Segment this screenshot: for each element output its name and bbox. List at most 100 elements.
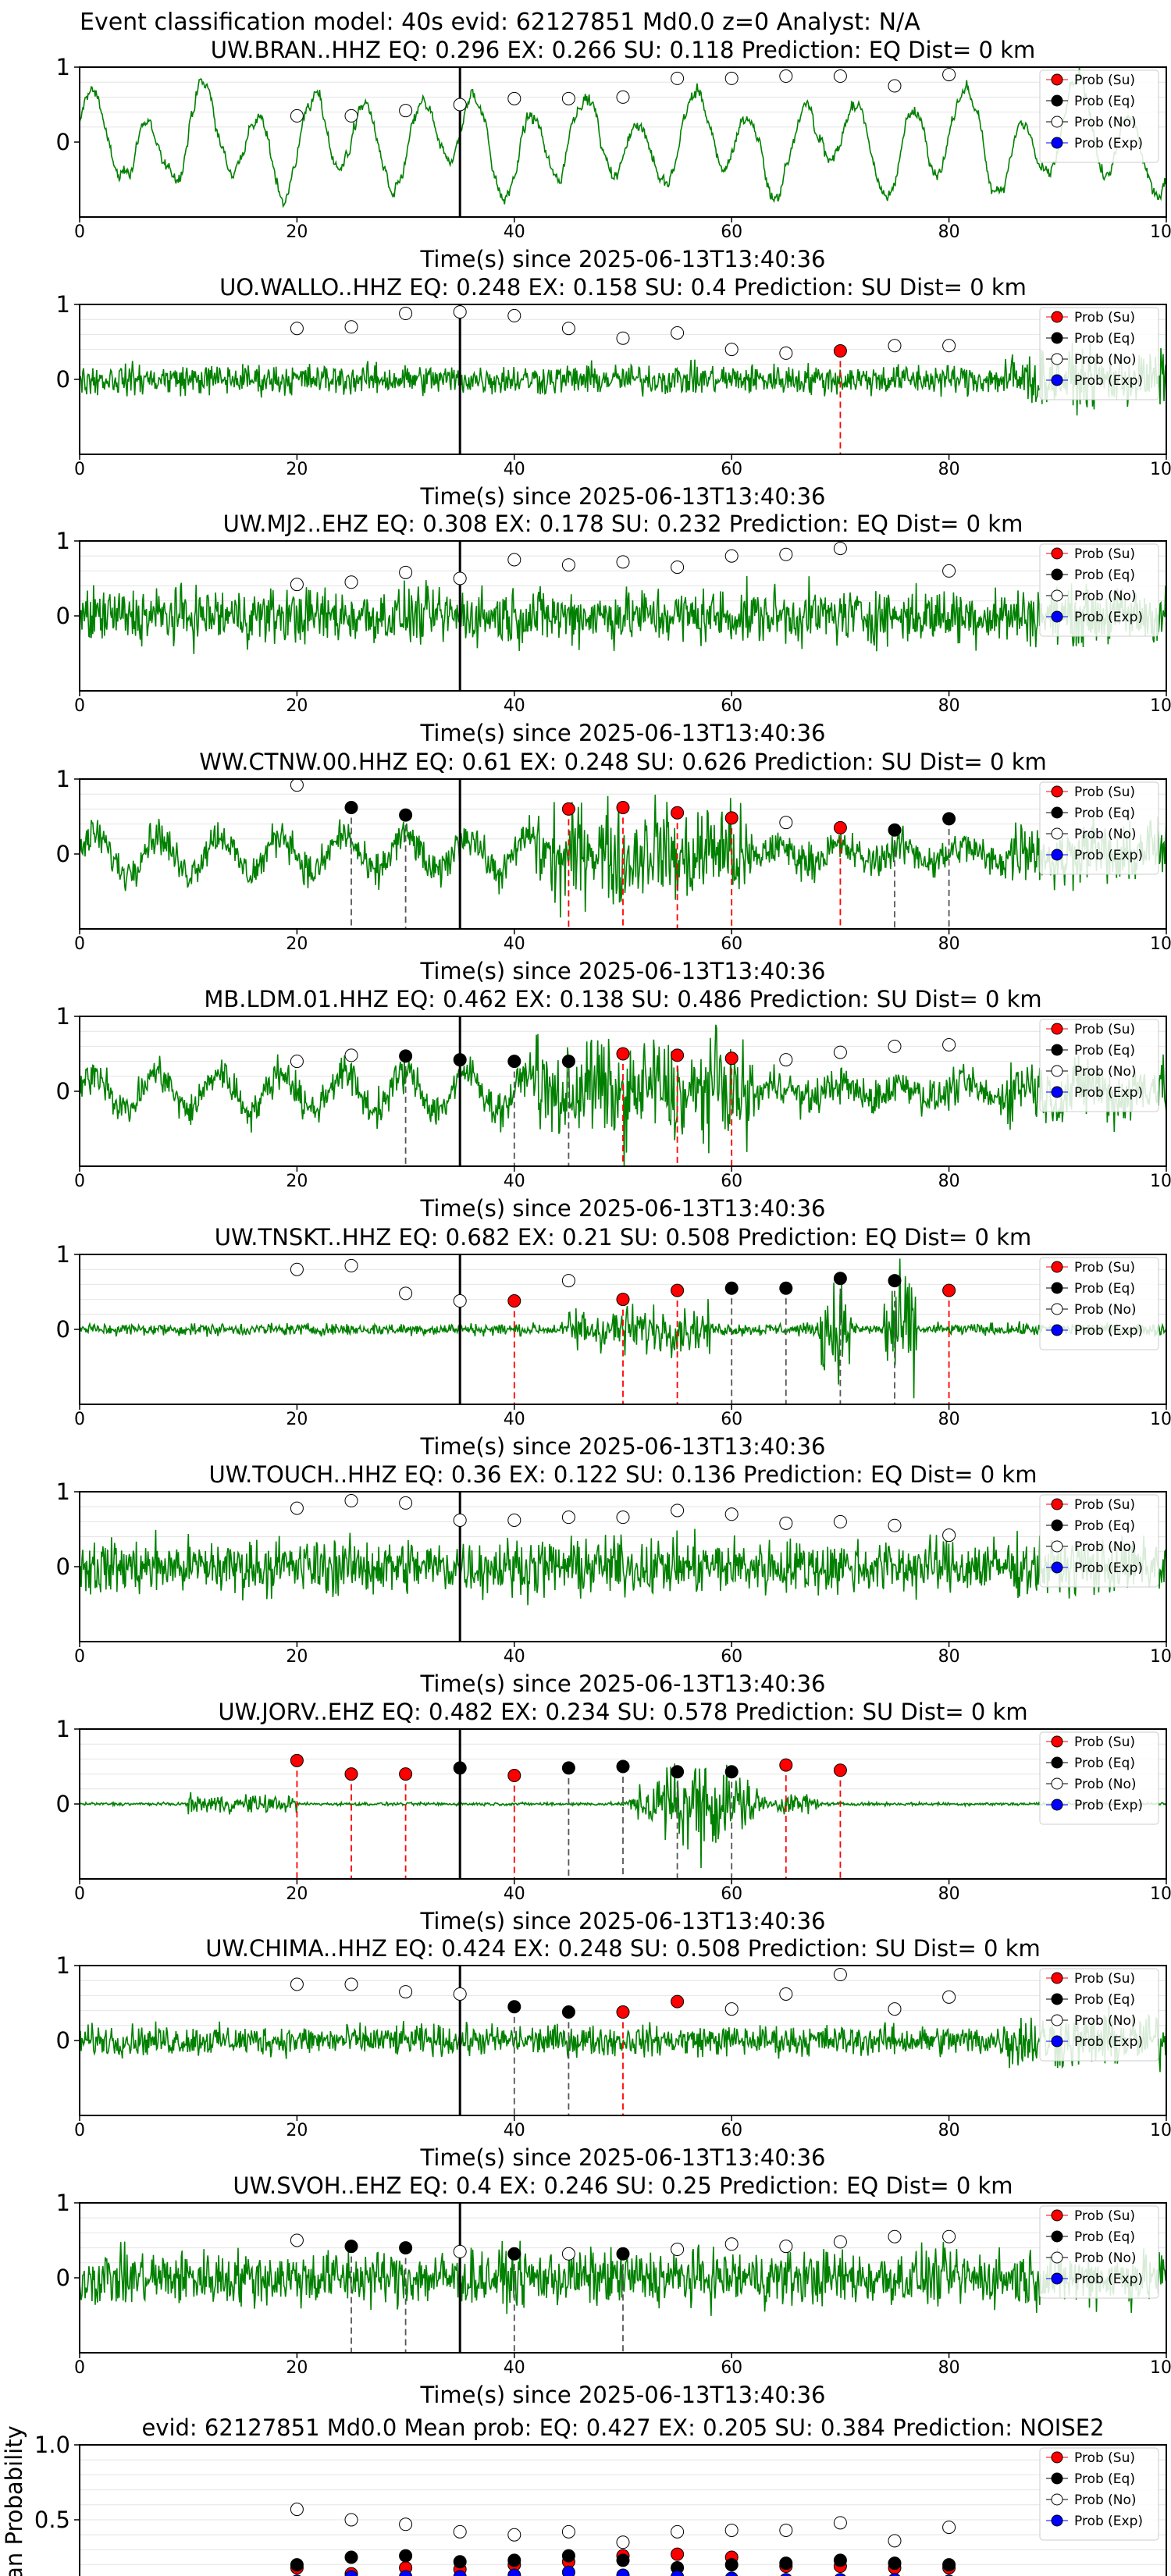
prob-point-no <box>724 2002 739 2016</box>
x-tick-label: 0 <box>74 1884 85 1904</box>
prob-point-no <box>290 1977 304 1991</box>
legend-label-eq: Prob (Eq) <box>1074 331 1135 347</box>
x-tick-label: 0 <box>74 460 85 479</box>
x-tick-label: 20 <box>286 696 308 716</box>
legend-label-ex: Prob (Exp) <box>1074 136 1143 151</box>
y-tick-label: 1 <box>56 1478 70 1505</box>
x-tick-label: 0 <box>74 2358 85 2378</box>
legend-label-eq: Prob (Eq) <box>1074 1043 1135 1059</box>
prob-point-no <box>453 571 467 585</box>
legend-label-eq: Prob (Eq) <box>1074 94 1135 109</box>
prob-point-su <box>616 2005 630 2019</box>
legend-frame <box>1039 1257 1159 1350</box>
prob-point-no <box>888 339 902 353</box>
y-tick-label: 1.0 <box>34 2432 70 2458</box>
legend-marker-ex <box>1051 1086 1063 1098</box>
legend-frame <box>1039 1731 1159 1825</box>
legend-marker-ex <box>1051 137 1063 149</box>
legend-marker-su <box>1051 1972 1063 1984</box>
prob-point-eq <box>399 808 413 822</box>
x-tick-label: 40 <box>504 1410 525 1429</box>
prob-point-eq <box>561 1761 575 1775</box>
x-axis-label: Time(s) since 2025-06-13T13:40:36 <box>420 483 826 510</box>
x-axis-label: Time(s) since 2025-06-13T13:40:36 <box>420 720 826 746</box>
x-tick-label: 20 <box>286 1172 308 1191</box>
mean-point-eq <box>724 2558 739 2572</box>
prob-point-no <box>616 90 630 104</box>
legend-marker-su <box>1051 2209 1063 2222</box>
x-tick-label: 80 <box>938 2121 960 2140</box>
y-tick-label: 1 <box>56 54 70 80</box>
waveform-trace <box>80 1763 1166 1869</box>
legend-label-ex: Prob (Exp) <box>1074 2272 1143 2287</box>
prob-point-no <box>671 71 685 85</box>
waveform-trace <box>80 1024 1166 1166</box>
x-tick-label: 20 <box>286 1410 308 1429</box>
panel-title: UW.BRAN..HHZ EQ: 0.296 EX: 0.266 SU: 0.1… <box>211 37 1036 63</box>
y-tick-label: 1 <box>56 528 70 554</box>
legend-label-no: Prob (No) <box>1074 2250 1137 2266</box>
prob-point-eq <box>399 1049 413 1063</box>
legend-label-eq: Prob (Eq) <box>1074 1992 1135 2008</box>
legend-box-2: Prob (Su) Prob (Eq) Prob (No) Prob (Exp) <box>1039 543 1159 637</box>
legend-label-no: Prob (No) <box>1074 352 1137 368</box>
legend-marker-ex <box>1051 1799 1063 1811</box>
x-tick-label: 80 <box>938 460 960 479</box>
legend-marker-ex <box>1051 2272 1063 2285</box>
prob-point-no <box>888 1039 902 1053</box>
prob-point-no <box>344 109 358 123</box>
mean-point-no <box>888 2534 902 2548</box>
prob-point-no <box>942 1037 956 1051</box>
x-tick-label: 60 <box>721 1647 742 1667</box>
y-tick-label: 0 <box>56 1078 70 1105</box>
legend-label-su: Prob (Su) <box>1074 73 1135 88</box>
legend-label-no: Prob (No) <box>1074 827 1137 842</box>
x-tick-label: 100 <box>1150 222 1171 242</box>
mean-point-no <box>453 2524 467 2539</box>
legend-marker-su <box>1051 311 1063 323</box>
prob-point-no <box>942 2229 956 2243</box>
legend-label-su: Prob (Su) <box>1074 1260 1135 1276</box>
panel-title: UW.CHIMA..HHZ EQ: 0.424 EX: 0.248 SU: 0.… <box>205 1935 1041 1962</box>
prob-point-su <box>671 1048 685 1062</box>
x-tick-label: 20 <box>286 222 308 242</box>
legend-label-eq: Prob (Eq) <box>1074 1281 1135 1297</box>
prob-point-no <box>942 339 956 353</box>
y-tick-label: 1 <box>56 1241 70 1268</box>
prob-point-eq <box>779 1281 793 1295</box>
x-tick-label: 80 <box>938 1884 960 1904</box>
legend-label-no: Prob (No) <box>1074 1777 1137 1792</box>
prob-point-no <box>561 322 575 336</box>
prob-point-su <box>833 344 847 358</box>
legend-marker-eq <box>1051 332 1063 344</box>
legend-frame <box>1039 543 1159 637</box>
x-tick-label: 60 <box>721 696 742 716</box>
x-tick-label: 40 <box>504 696 525 716</box>
x-axis-label: Time(s) since 2025-06-13T13:40:36 <box>420 1908 826 1934</box>
y-tick-label: 0 <box>56 841 70 867</box>
legend-box-7: Prob (Su) Prob (Eq) Prob (No) Prob (Exp) <box>1039 1731 1159 1825</box>
prob-point-eq <box>561 1055 575 1069</box>
legend-marker-su <box>1051 1735 1063 1748</box>
legend-marker-ex <box>1051 849 1063 861</box>
waveform-trace <box>80 2005 1166 2073</box>
legend-marker-su <box>1051 73 1063 86</box>
prob-point-no <box>453 2244 467 2258</box>
prob-point-no <box>724 343 739 357</box>
legend-marker-eq <box>1051 1519 1063 1532</box>
x-tick-label: 100 <box>1150 2358 1171 2378</box>
x-tick-label: 80 <box>938 696 960 716</box>
legend-marker-no <box>1051 1777 1063 1790</box>
panel-9: UW.SVOH..EHZ EQ: 0.4 EX: 0.246 SU: 0.25 … <box>56 2172 1171 2408</box>
prob-point-no <box>724 549 739 563</box>
prob-point-no <box>399 1496 413 1510</box>
legend-marker-eq <box>1051 94 1063 107</box>
legend-label-no: Prob (No) <box>1074 115 1137 130</box>
prob-point-no <box>453 305 467 319</box>
prob-point-no <box>833 2235 847 2249</box>
mean-point-ex <box>561 2565 575 2576</box>
prob-point-eq <box>399 2241 413 2255</box>
x-tick-label: 100 <box>1150 696 1171 716</box>
legend-marker-no <box>1051 353 1063 365</box>
panel-1: UO.WALLO..HHZ EQ: 0.248 EX: 0.158 SU: 0.… <box>56 274 1171 510</box>
